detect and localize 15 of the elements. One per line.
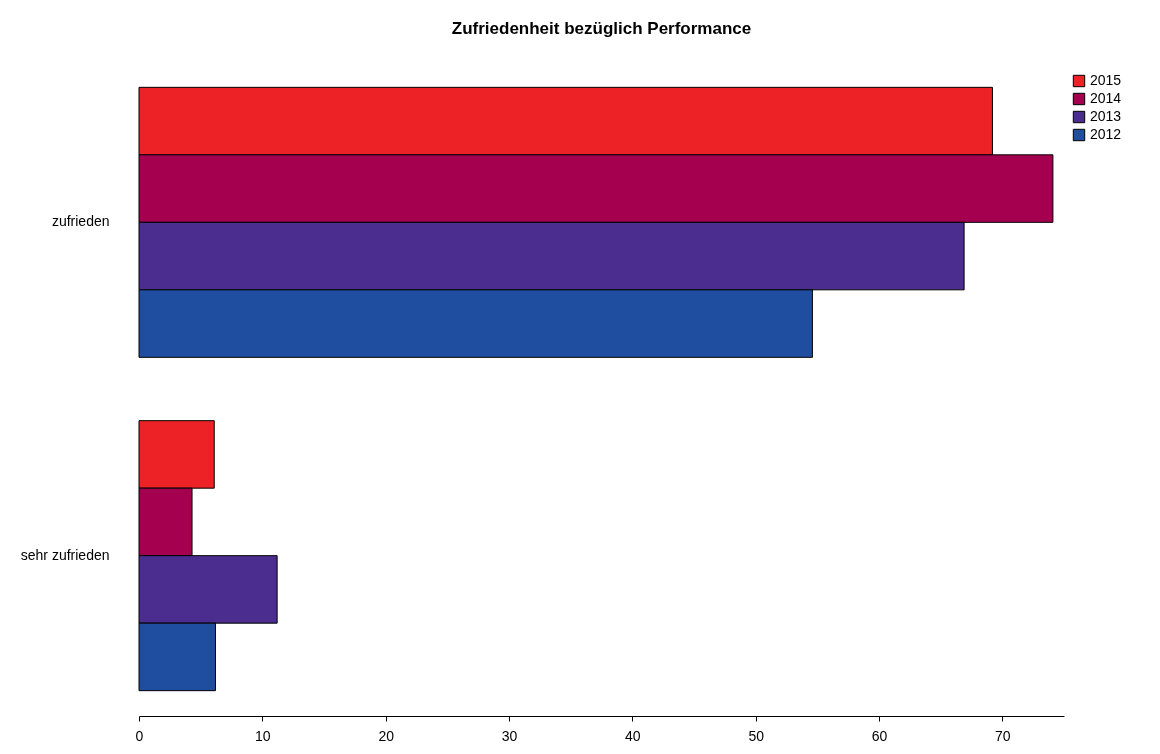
x-tick-label: 0 [135, 727, 144, 744]
chart-title: Zufriedenheit bezüglich Performance [451, 19, 752, 38]
x-tick-label: 30 [501, 727, 518, 744]
x-tick-label: 60 [871, 727, 888, 744]
legend-label: 2012 [1090, 126, 1122, 142]
x-tick-label: 10 [255, 727, 271, 744]
legend-label: 2015 [1090, 72, 1122, 88]
y-tick-label: zufrieden [51, 213, 110, 230]
x-tick-label: 40 [625, 727, 641, 744]
legend-label: 2014 [1090, 90, 1122, 106]
x-tick-label: 70 [995, 727, 1011, 744]
x-tick-label: 50 [748, 727, 765, 744]
x-tick-label: 20 [378, 727, 395, 744]
y-tick-label: sehr zufrieden [20, 546, 110, 563]
legend-label: 2013 [1090, 108, 1122, 124]
